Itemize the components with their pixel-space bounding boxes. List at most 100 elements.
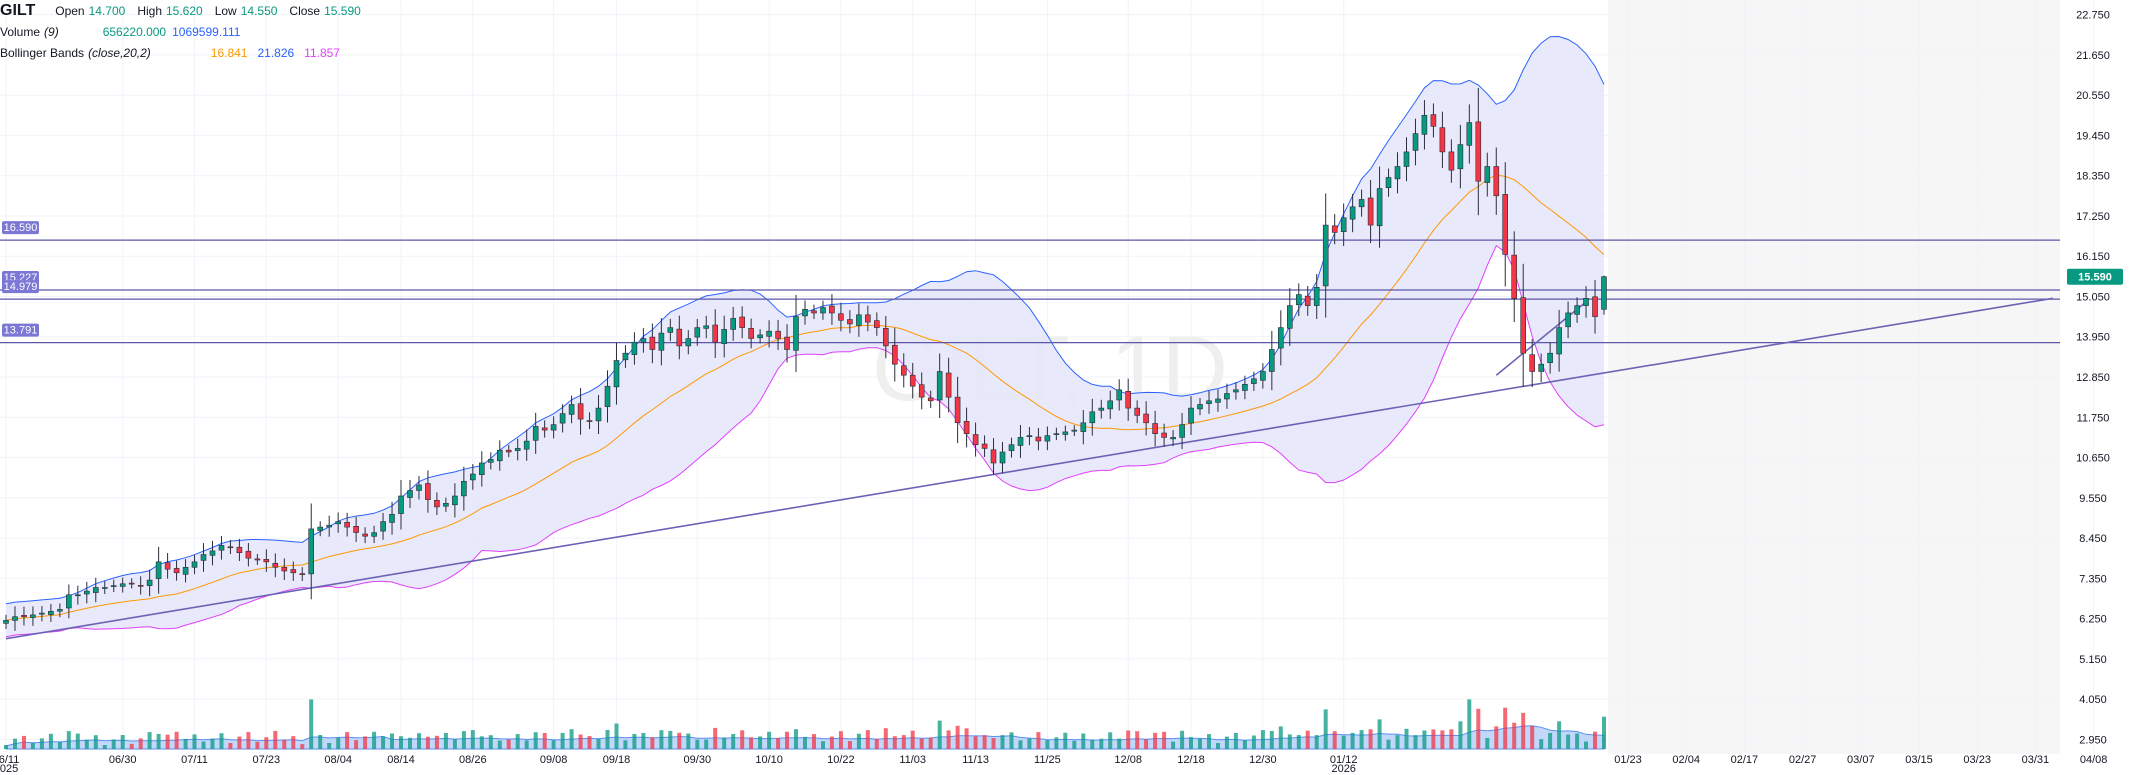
long-trendline[interactable] [5, 297, 2054, 640]
candle-body [317, 526, 324, 531]
volume-bar [479, 736, 484, 749]
candle-body [155, 561, 162, 579]
volume-bar [13, 738, 17, 749]
open-value: 14.700 [88, 3, 126, 18]
volume-bar [30, 743, 35, 749]
volume-bar [84, 739, 89, 749]
legend-volume-row[interactable]: Volume (9) 656220.000 1069599.111 [0, 21, 373, 42]
volume-bar [515, 734, 520, 749]
volume-bar [1314, 735, 1319, 749]
symbol-name[interactable]: GILT [0, 1, 36, 19]
candle-body [326, 524, 333, 528]
last-price-box [2067, 268, 2123, 285]
candle-body [290, 569, 297, 574]
volume-bar [327, 743, 332, 749]
volume-bars [4, 699, 1606, 749]
candle-body [667, 327, 674, 333]
candle-body [1206, 400, 1212, 404]
candle-body [838, 313, 844, 321]
price-tick-label: 19.450 [2076, 130, 2110, 142]
candle-body [1116, 389, 1122, 401]
volume-bar [758, 736, 763, 749]
volume-bar [1027, 738, 1032, 749]
volume-bar [695, 739, 700, 749]
candle-body [416, 484, 422, 491]
candle-body [1179, 424, 1185, 438]
volume-bar [524, 740, 529, 749]
volume-bar [1512, 722, 1517, 749]
candle-body [371, 532, 377, 537]
time-axis[interactable]: 06/11 06/30 07/11 07/23 08/04 08/14 08/26 09/08… [0, 754, 2107, 775]
volume-bar [614, 723, 619, 749]
volume-bar [1198, 738, 1202, 749]
volume-bar [874, 738, 879, 749]
time-tick-label: 06/11 [0, 754, 19, 766]
candle-body [425, 483, 431, 500]
level-label-box [2, 323, 39, 337]
candle-body [1089, 411, 1096, 424]
price-tick-label: 2.950 [2079, 734, 2107, 746]
candle-body [245, 550, 252, 559]
volume-bar [542, 733, 547, 749]
candle-body [1592, 296, 1598, 317]
candle-body [784, 336, 790, 350]
candle-body [882, 327, 889, 347]
candle-body [299, 573, 306, 575]
volume-bar [1323, 709, 1328, 749]
candle-body [1053, 433, 1060, 436]
time-tick-label: 01/23 [1614, 754, 1642, 766]
candle-body [586, 420, 593, 422]
volume-bar [102, 745, 107, 749]
trendlines[interactable] [5, 297, 2054, 640]
volume-bar [1278, 726, 1283, 749]
volume-bar [829, 736, 834, 749]
candle-body [1511, 254, 1517, 299]
candle-body [1152, 423, 1158, 434]
horizontal-levels[interactable] [0, 239, 2060, 344]
volume-bar [506, 739, 511, 749]
time-tick-label: 11/25 [1034, 754, 1061, 766]
candle-body [829, 305, 835, 314]
volume-bar [48, 733, 53, 749]
volume-bar [946, 730, 951, 749]
candle-body [963, 420, 970, 434]
candle-body [353, 525, 359, 533]
candle-body [1520, 297, 1526, 354]
volume-bar [1018, 740, 1023, 749]
time-tick-label: 09/18 [603, 754, 631, 766]
candle-body [712, 324, 719, 343]
candle-body [66, 594, 72, 609]
candle-body [954, 396, 961, 424]
candle-body [1403, 151, 1410, 167]
price-tick-label: 8.450 [2079, 533, 2107, 545]
volume-bar [57, 741, 62, 749]
candle-body [1385, 177, 1392, 188]
candle-body [999, 451, 1006, 464]
candle-body [1484, 166, 1491, 183]
volume-bar [75, 733, 80, 749]
volume-bar [1467, 699, 1472, 749]
volume-bar [443, 733, 448, 749]
volume-bar [1216, 743, 1220, 749]
volume-bar [1189, 737, 1193, 749]
volume-bar [1126, 730, 1131, 749]
candle-body [505, 449, 512, 453]
candle-body [766, 330, 772, 337]
time-tick-label: 08/04 [324, 754, 352, 766]
price-axis[interactable]: 22.750 21.650 20.550 19.450 18.350 17.250 16.1… [2076, 10, 2110, 747]
volume-bar [1009, 732, 1014, 749]
candle-body [1376, 188, 1383, 227]
short-trendline[interactable] [1495, 301, 1587, 376]
bb-basis-line [5, 174, 1605, 621]
volume-bar [1287, 734, 1292, 749]
candle-body [1367, 197, 1374, 226]
time-tick-label: 07/11 [181, 754, 208, 766]
volume-bar [964, 728, 969, 749]
candle-body [21, 614, 27, 618]
price-tick-label: 4.050 [2079, 694, 2107, 706]
volume-bar [1359, 730, 1364, 749]
low-label: Low [214, 3, 237, 18]
legend-bb-row[interactable]: Bollinger Bands (close,20,2) 16.841 21.8… [0, 42, 373, 63]
candle-body [227, 546, 234, 549]
